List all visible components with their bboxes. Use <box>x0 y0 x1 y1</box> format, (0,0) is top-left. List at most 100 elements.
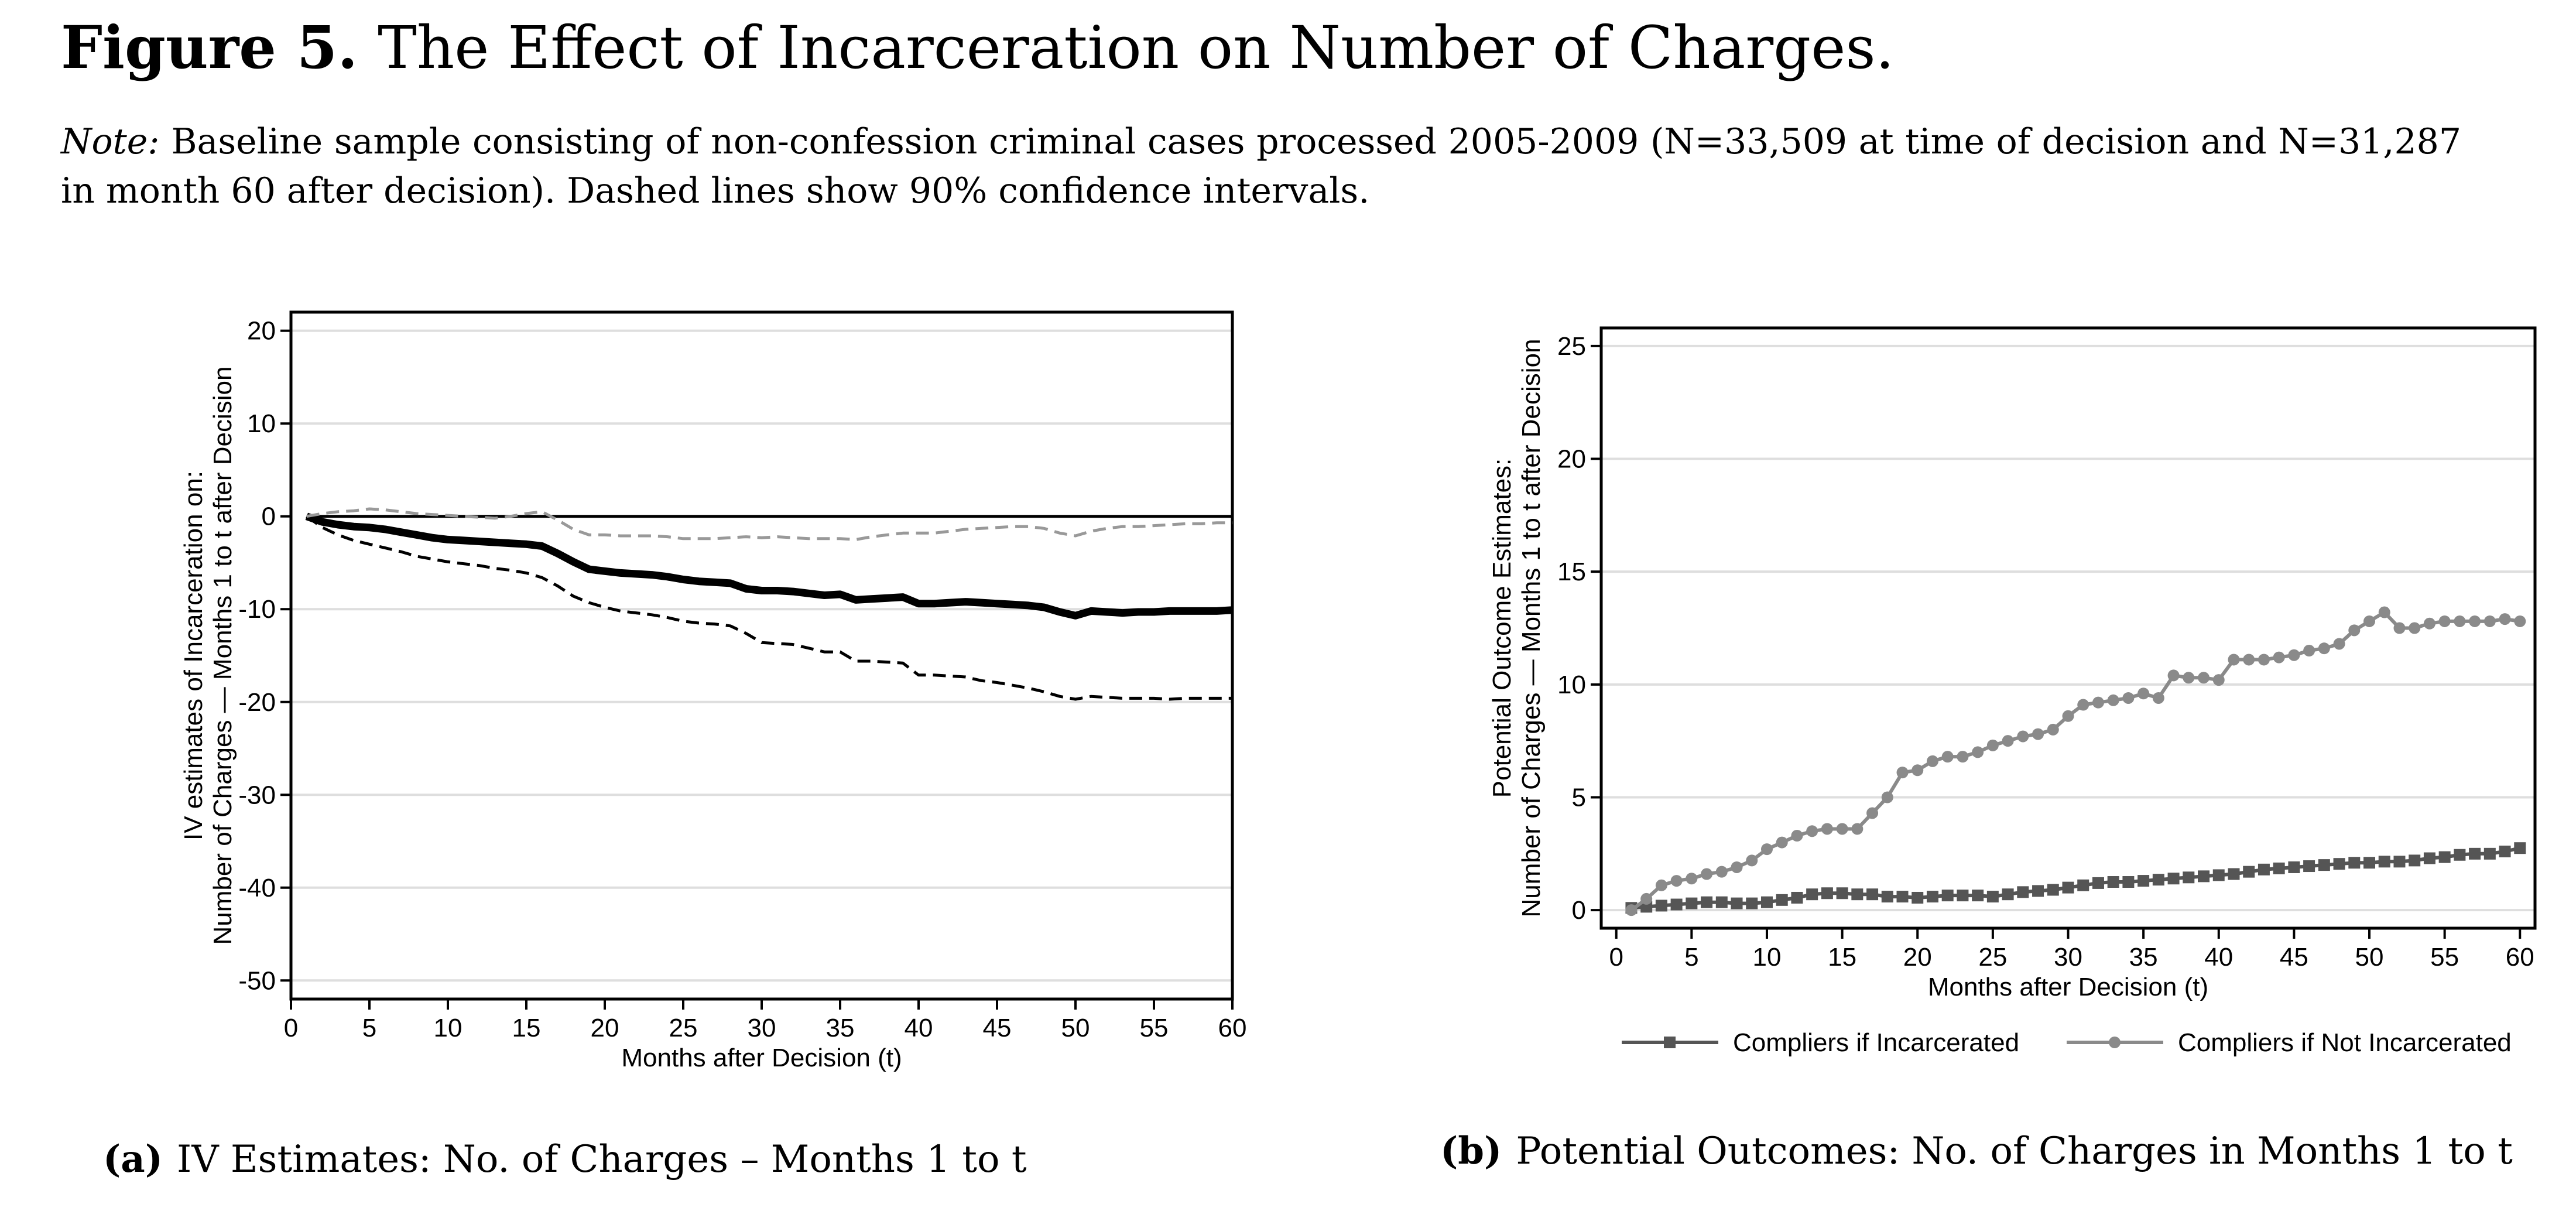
data-point-circle <box>2423 617 2435 630</box>
y-tick-label: -20 <box>238 688 276 717</box>
x-tick-label: 20 <box>1903 943 1932 972</box>
x-tick-label: 40 <box>905 1014 933 1042</box>
data-point-circle <box>1686 873 1698 885</box>
data-point-square <box>2002 888 2014 901</box>
data-point-square <box>2243 866 2255 878</box>
x-tick-label: 35 <box>826 1014 855 1042</box>
data-point-circle <box>1941 751 1954 763</box>
data-point-circle <box>2183 672 2195 684</box>
x-tick-label: 45 <box>2280 943 2308 972</box>
data-point-circle <box>2062 710 2074 722</box>
x-tick-label: 50 <box>2355 943 2384 972</box>
data-point-circle <box>2167 669 2180 682</box>
data-point-circle <box>2107 694 2119 706</box>
data-point-square <box>1836 887 1848 899</box>
x-tick-label: 25 <box>669 1014 698 1042</box>
data-point-square <box>2122 876 2135 888</box>
data-point-circle <box>2348 624 2361 637</box>
y-tick-label: 10 <box>247 409 276 438</box>
data-point-square <box>2212 869 2225 881</box>
x-tick-label: 30 <box>748 1014 776 1042</box>
data-point-circle <box>1776 836 1788 849</box>
caption-a-tag: (a) <box>103 1137 163 1181</box>
y-axis-title: IV estimates of Incarceration on: Number … <box>179 367 237 945</box>
y-axis-title: Potential Outcome Estimates: Number of Ch… <box>1488 339 1546 918</box>
data-point-circle <box>1640 892 1653 905</box>
caption-b: (b) Potential Outcomes: No. of Charges in… <box>1440 1129 2513 1173</box>
data-point-square <box>2258 863 2270 875</box>
data-point-square <box>2454 849 2466 861</box>
data-point-square <box>2378 856 2390 868</box>
data-point-square <box>2409 854 2421 867</box>
data-point-circle <box>2393 622 2406 634</box>
caption-a: (a) IV Estimates: No. of Charges – Months… <box>103 1137 1027 1181</box>
data-point-circle <box>1701 868 1713 880</box>
data-point-square <box>2032 885 2044 897</box>
y-tick-label: 20 <box>1557 444 1586 473</box>
data-point-square <box>1776 894 1788 906</box>
x-tick-label: 0 <box>284 1014 298 1042</box>
x-tick-label: 15 <box>512 1014 541 1042</box>
data-point-circle <box>2318 642 2330 655</box>
data-point-square <box>2077 879 2089 891</box>
data-point-circle <box>2032 728 2044 740</box>
data-point-square <box>1881 891 1893 903</box>
data-point-circle <box>1986 739 1999 751</box>
data-point-circle <box>1972 746 1984 758</box>
data-point-square <box>2499 845 2511 857</box>
y-tick-label: -50 <box>238 966 276 995</box>
data-point-circle <box>2333 638 2345 650</box>
data-point-square <box>1851 888 1864 901</box>
y-tick-label: 0 <box>262 502 276 531</box>
data-point-square <box>2348 857 2361 869</box>
y-tick-label: -40 <box>238 874 276 902</box>
data-point-circle <box>2363 615 2376 627</box>
data-point-circle <box>1806 825 1818 837</box>
data-point-square <box>2047 884 2059 896</box>
x-tick-label: 40 <box>2204 943 2233 972</box>
y-tick-label: -30 <box>238 781 276 809</box>
data-point-circle <box>2409 622 2421 634</box>
note-text: Baseline sample consisting of non-confes… <box>61 121 2461 211</box>
data-point-square <box>1655 899 1667 912</box>
data-point-square <box>2273 862 2285 874</box>
data-point-circle <box>1926 755 1938 767</box>
x-tick-label: 60 <box>2506 943 2534 972</box>
x-tick-label: 5 <box>362 1014 376 1042</box>
data-point-square <box>1686 897 1698 909</box>
x-tick-label: 35 <box>2129 943 2158 972</box>
data-point-circle <box>1625 904 1638 916</box>
x-tick-label: 60 <box>1218 1014 1247 1042</box>
data-point-square <box>1866 888 1879 901</box>
data-point-circle <box>2438 615 2451 627</box>
figure-note: Note: Baseline sample consisting of non-c… <box>61 117 2461 216</box>
x-tick-label: 20 <box>591 1014 619 1042</box>
y-axis-title-line: Number of Charges — Months 1 to t after … <box>1517 339 1546 918</box>
data-point-square <box>2107 876 2119 888</box>
data-point-square <box>2318 859 2330 871</box>
data-point-circle <box>2152 692 2164 704</box>
data-point-circle <box>2454 615 2466 627</box>
data-point-circle <box>2228 654 2240 666</box>
data-point-square <box>2183 871 2195 884</box>
y-axis-title-line: Number of Charges — Months 1 to t after … <box>208 367 237 945</box>
figure-number: Figure 5. <box>61 13 358 82</box>
data-point-circle <box>2002 735 2014 747</box>
data-point-circle <box>1896 767 1909 779</box>
data-point-circle <box>1851 823 1864 835</box>
data-point-square <box>2423 852 2435 864</box>
legend-swatch-marker <box>1664 1037 1676 1048</box>
data-point-circle <box>2077 699 2089 711</box>
legend-swatch-marker <box>2109 1037 2121 1048</box>
data-point-square <box>1791 891 1803 904</box>
x-axis-title: Months after Decision (t) <box>621 1044 902 1072</box>
estimate-line <box>305 512 1233 620</box>
data-point-circle <box>1866 807 1879 819</box>
x-tick-label: 55 <box>1140 1014 1169 1042</box>
data-point-square <box>2483 847 2496 860</box>
data-point-circle <box>2514 615 2526 627</box>
ci-line-2 <box>306 507 1232 541</box>
data-point-square <box>2017 886 2029 898</box>
note-label: Note: <box>61 121 160 162</box>
